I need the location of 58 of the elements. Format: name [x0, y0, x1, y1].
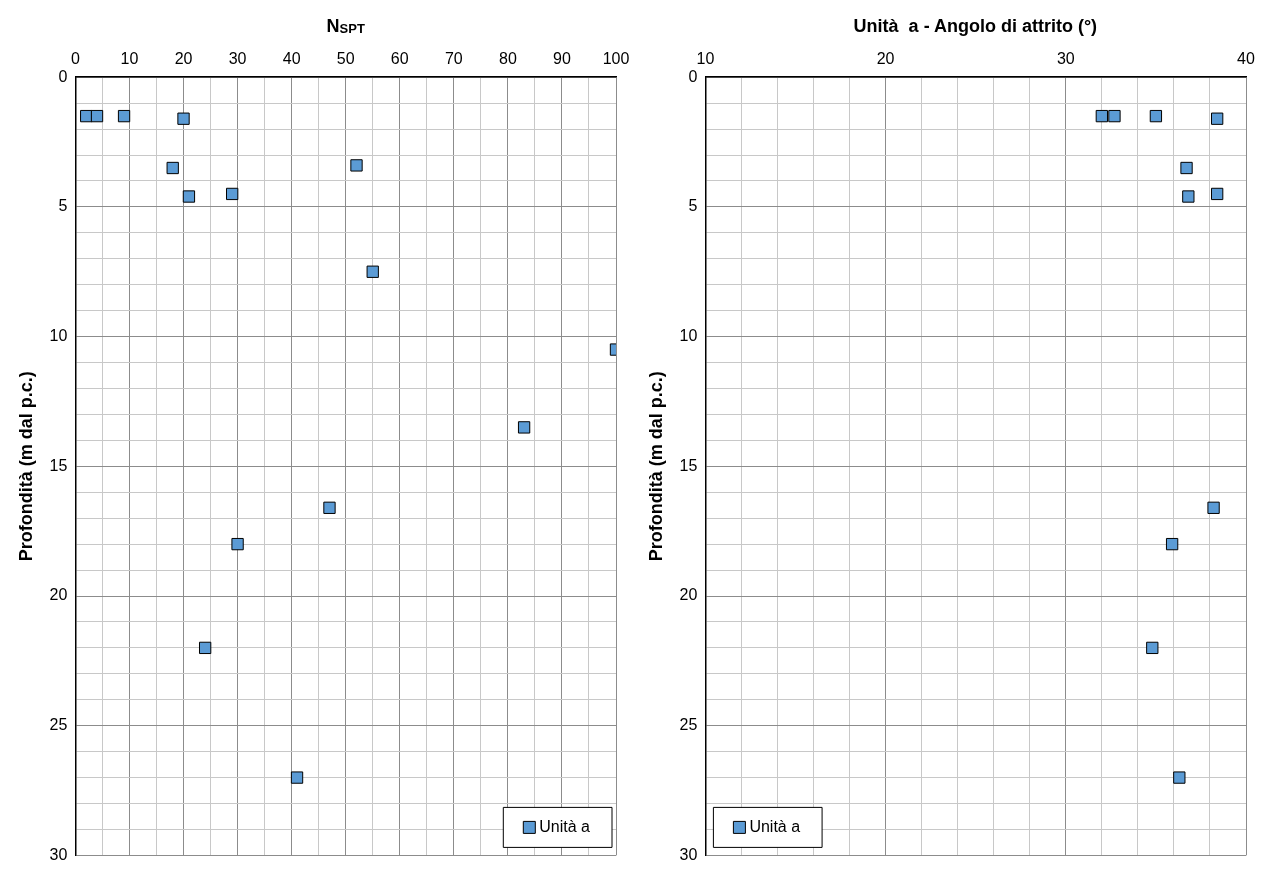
x-tick-label: 20 — [876, 50, 895, 68]
y-tick-label: 20 — [49, 586, 68, 604]
y-tick-label: 0 — [688, 67, 698, 85]
y-tick-label: 15 — [679, 456, 698, 474]
y-axis-title: Profondità (m dal p.c.) — [645, 371, 666, 562]
x-tick-label: 100 — [602, 50, 630, 68]
point — [166, 161, 179, 175]
point — [182, 190, 196, 203]
y-tick-label: 5 — [58, 197, 68, 215]
y-tick-label: 10 — [49, 327, 68, 345]
point — [1146, 641, 1159, 655]
point — [290, 771, 304, 784]
y-tick-label: 5 — [688, 197, 698, 215]
point — [1149, 109, 1163, 123]
x-tick-label: 20 — [174, 50, 193, 68]
x-tick-label: 30 — [228, 50, 247, 68]
point — [1180, 161, 1193, 175]
y-axis-title: Profondità (m dal p.c.) — [15, 371, 36, 562]
point — [366, 265, 379, 278]
x-tick-label: 0 — [70, 50, 80, 68]
x-tick-label: 40 — [282, 50, 301, 68]
point — [350, 159, 363, 172]
x-axis-title: Unità a - Angolo di attrito (°) — [853, 16, 1098, 36]
point — [1207, 501, 1220, 514]
x-tick-label: 30 — [1056, 50, 1075, 68]
point — [198, 641, 212, 655]
point — [226, 187, 239, 201]
y-tick-label: 0 — [58, 67, 68, 85]
point — [517, 421, 531, 434]
x-tick-label: 80 — [498, 50, 517, 68]
x-tick-label: 70 — [444, 50, 463, 68]
point — [1095, 109, 1108, 123]
point — [1173, 771, 1186, 784]
x-axis-title: NSPT — [326, 16, 365, 36]
point — [90, 109, 104, 123]
legend-label: Unità a — [539, 817, 591, 835]
y-tick-label: 30 — [679, 845, 698, 863]
x-tick-label: 90 — [553, 50, 571, 68]
y-tick-label: 30 — [49, 845, 68, 863]
y-tick-label: 15 — [49, 456, 68, 474]
x-tick-label: 40 — [1237, 50, 1255, 68]
point — [231, 537, 244, 551]
legend-label: Unità a — [749, 817, 801, 835]
point — [1182, 190, 1195, 203]
y-tick-label: 20 — [679, 586, 698, 604]
point — [1211, 112, 1224, 125]
y-tick-label: 25 — [49, 716, 68, 734]
point — [117, 109, 131, 123]
point — [1211, 187, 1224, 201]
x-tick-label: 10 — [120, 50, 139, 68]
point — [323, 501, 336, 514]
point — [177, 112, 190, 125]
y-tick-label: 10 — [679, 327, 698, 345]
y-tick-label: 25 — [679, 716, 698, 734]
x-tick-label: 50 — [336, 50, 355, 68]
point — [1108, 109, 1121, 123]
point — [1165, 537, 1179, 551]
x-tick-label: 60 — [390, 50, 409, 68]
